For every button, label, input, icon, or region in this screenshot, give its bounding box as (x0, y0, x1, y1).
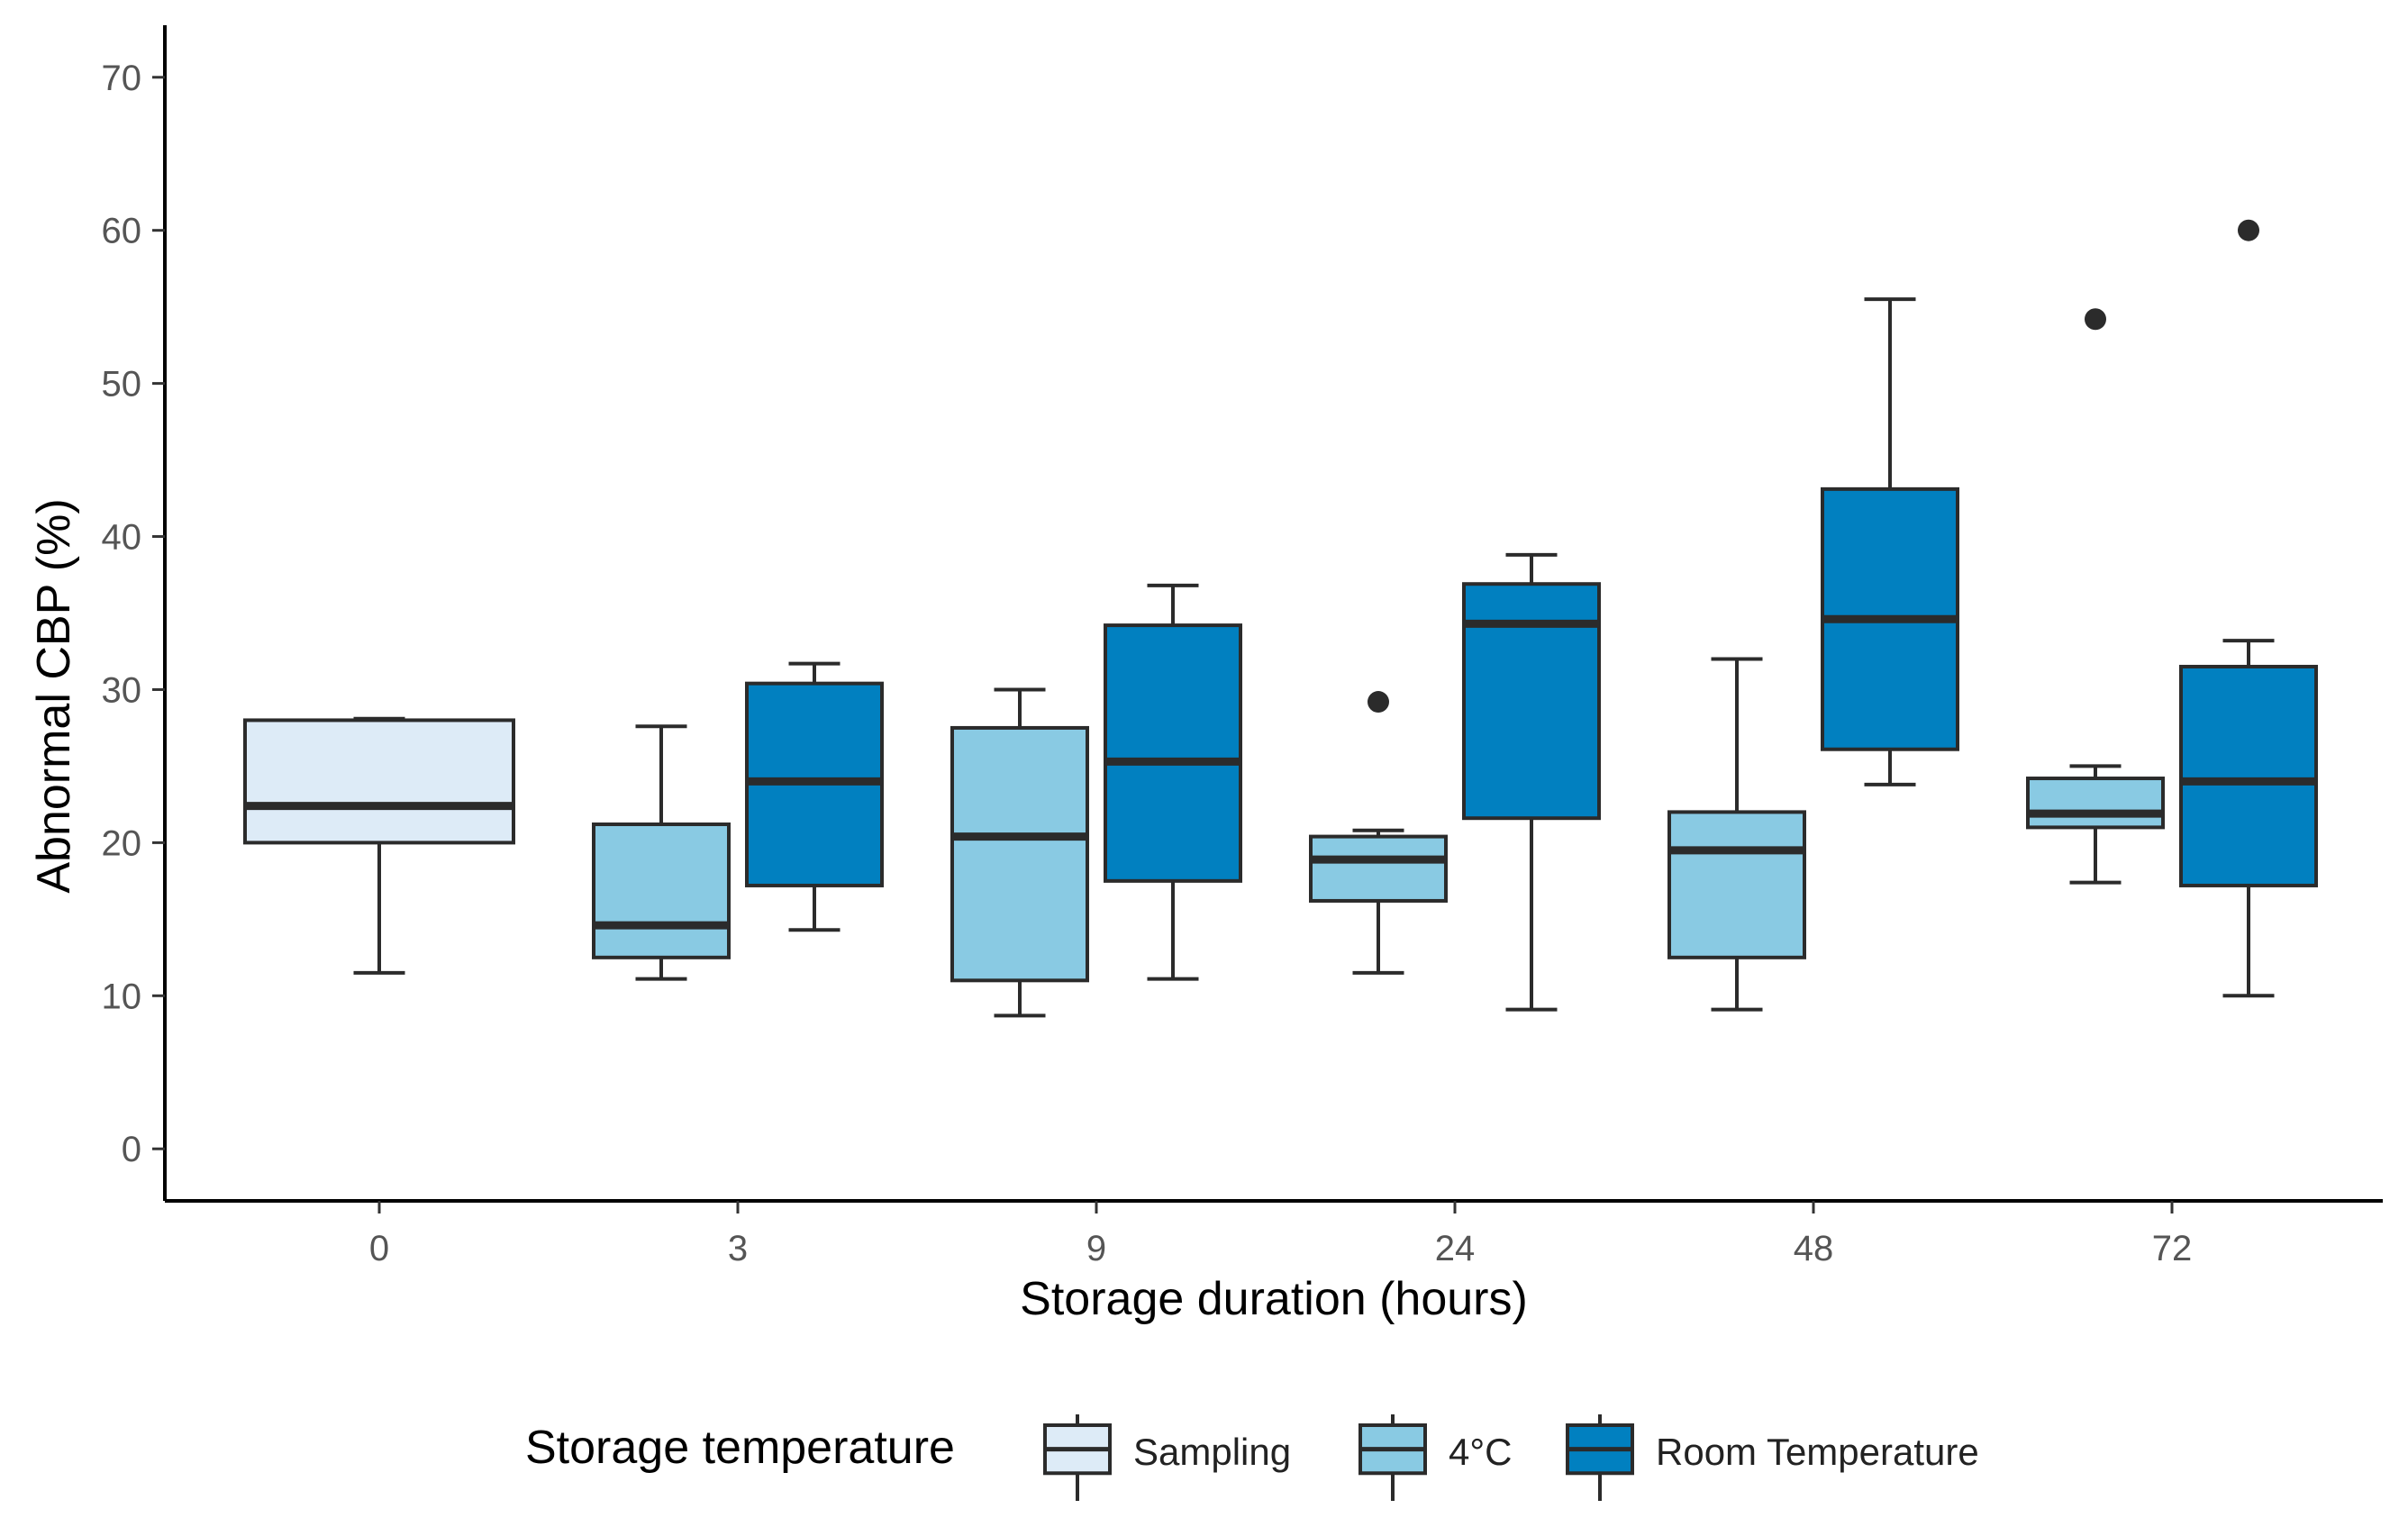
x-tick-label: 24 (1435, 1229, 1476, 1268)
box-iqr (243, 718, 515, 845)
box-iqr (1667, 810, 1806, 959)
axes: 0 10 20 30 40 50 60 70 0 3 9 24 48 72 (102, 25, 2383, 1268)
box-4-c-48 (1667, 657, 1806, 1012)
box-room-temperature-24 (1462, 552, 1601, 1012)
y-tick-label: 60 (102, 212, 142, 251)
y-axis-title: Abnormal CBP (%) (28, 498, 80, 893)
y-tick-label: 50 (102, 365, 142, 404)
legend-label: Room Temperature (1656, 1431, 1979, 1473)
y-tick-label: 10 (102, 977, 142, 1016)
legend-label: 4°C (1449, 1431, 1513, 1473)
box-4-c-72 (2026, 308, 2165, 885)
outlier-point (2085, 308, 2106, 331)
x-tick-label: 0 (369, 1229, 389, 1268)
y-tick-label: 0 (122, 1130, 141, 1169)
legend-entry: 4°C (1358, 1414, 1513, 1501)
box-4-c-9 (950, 687, 1089, 1018)
legend-label: Sampling (1133, 1431, 1291, 1473)
box-iqr (1462, 582, 1601, 821)
x-tick-label: 9 (1086, 1229, 1106, 1268)
outlier-point (1368, 691, 1389, 714)
x-tick-label: 3 (728, 1229, 748, 1268)
legend-entry: Room Temperature (1566, 1414, 1979, 1501)
y-tick-label: 40 (102, 518, 142, 558)
box-room-temperature-3 (745, 661, 884, 932)
y-tick-label: 30 (102, 670, 142, 710)
legend-entries: Sampling 4°C Room Temperature (1043, 1414, 1979, 1501)
legend: Storage temperature Sampling 4°C Room Temp… (525, 1414, 1979, 1501)
box-iqr (1309, 834, 1448, 903)
x-axis-title: Storage duration (hours) (1020, 1273, 1528, 1325)
box-iqr (950, 725, 1089, 983)
box-4-c-3 (592, 724, 731, 981)
box-sampling-0 (243, 716, 515, 975)
box-iqr (592, 822, 731, 959)
x-tick-label: 48 (1794, 1229, 1834, 1268)
box-plot-marks (243, 219, 2318, 1018)
legend-entry: Sampling (1043, 1414, 1291, 1501)
y-tick-label: 20 (102, 823, 142, 863)
outlier-point (2238, 219, 2259, 241)
legend-title: Storage temperature (525, 1422, 955, 1474)
box-4-c-24 (1309, 691, 1448, 975)
y-tick-label: 70 (102, 59, 142, 98)
box-room-temperature-9 (1104, 583, 1242, 981)
box-iqr (1104, 623, 1242, 883)
box-room-temperature-48 (1821, 297, 1959, 786)
box-iqr (2026, 777, 2165, 830)
box-iqr (2179, 664, 2318, 887)
box-room-temperature-72 (2179, 219, 2318, 998)
x-tick-label: 72 (2152, 1229, 2193, 1268)
